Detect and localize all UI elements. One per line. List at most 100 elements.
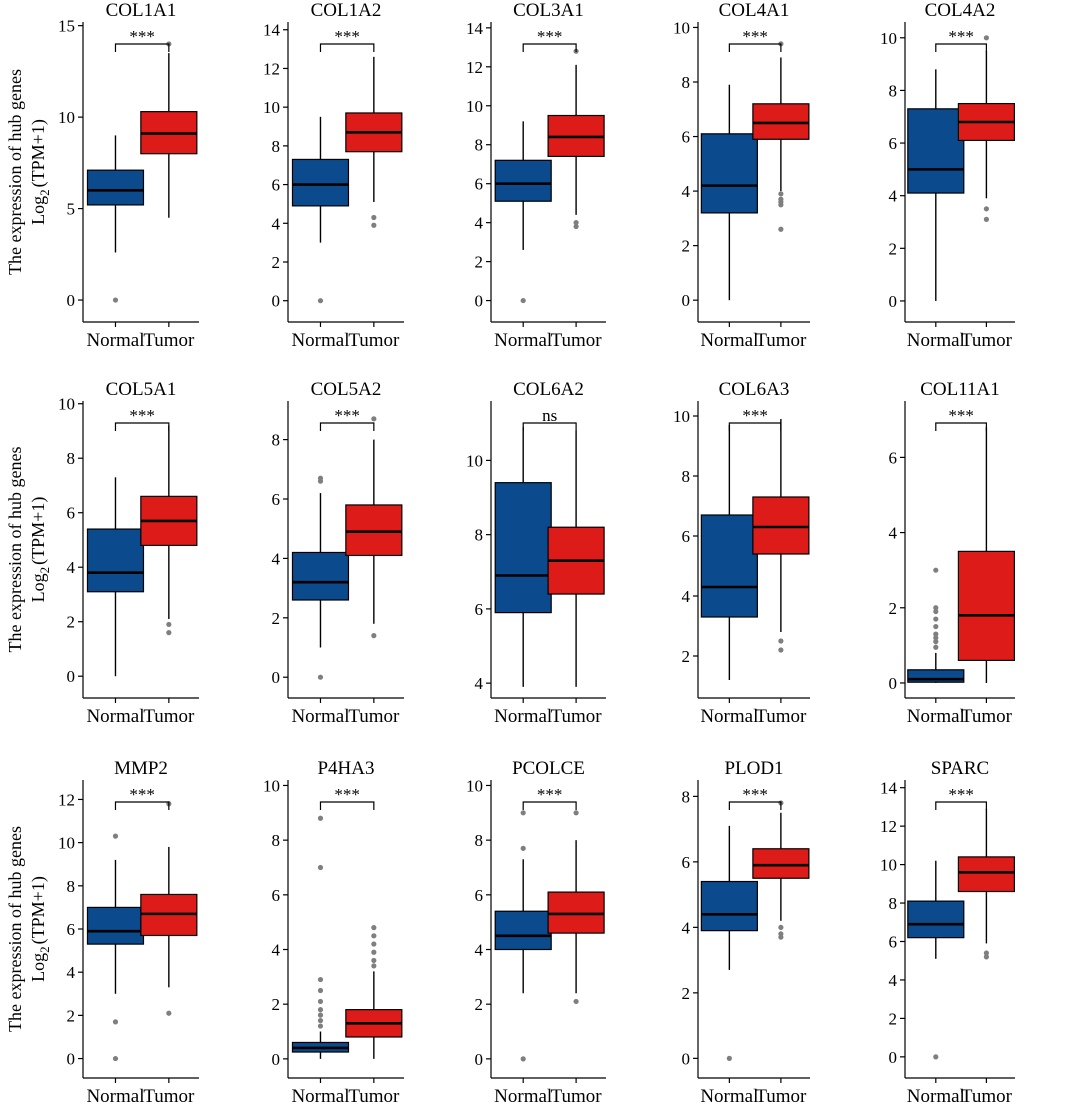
outlier-point: [371, 949, 377, 955]
x-tick-label-tumor: Tumor: [551, 706, 603, 727]
y-axis-title-log: Log: [28, 573, 48, 602]
y-tick-label: 4: [475, 214, 484, 233]
iqr-box: [752, 496, 810, 555]
y-axis-title-line2: Log2 (TPM+1): [28, 497, 52, 603]
panel-title: PCOLCE: [512, 758, 585, 779]
y-tick-label: 2: [67, 1006, 76, 1025]
y-tick-label: 10: [673, 18, 690, 37]
x-tick-label-normal: Normal: [700, 1086, 758, 1106]
outlier-point: [317, 1017, 324, 1024]
iqr-box: [752, 103, 810, 140]
x-tick-label-normal: Normal: [907, 706, 965, 727]
outlier-point: [983, 206, 990, 212]
bracket-line: [935, 43, 987, 52]
iqr-box: [907, 108, 965, 194]
y-axis-title-row-1: The expression of hub genes Log2 (TPM+1): [5, 69, 52, 275]
box-normal: [291, 815, 350, 1059]
y-tick-label: 8: [272, 137, 281, 156]
iqr-box: [957, 550, 1016, 662]
y-tick-label: 8: [272, 431, 281, 450]
outlier-point: [573, 810, 579, 816]
box-normal: [700, 425, 758, 680]
box-normal: [86, 135, 145, 303]
y-axis-title-line1: The expression of hub genes: [5, 826, 25, 1032]
y-tick-label: 2: [272, 995, 281, 1014]
x-tick-label-tumor: Tumor: [755, 330, 807, 351]
box-normal: [291, 116, 350, 304]
outlier-point: [983, 216, 990, 222]
x-tick-label-tumor: Tumor: [143, 1086, 195, 1106]
box-normal: [86, 477, 145, 677]
x-tick-label-normal: Normal: [494, 706, 552, 727]
outlier-point: [317, 298, 324, 304]
iqr-box: [345, 504, 403, 557]
y-tick-label: 6: [272, 490, 281, 509]
outlier-point: [317, 864, 324, 871]
outlier-point: [778, 226, 784, 232]
bracket-line: [319, 43, 375, 52]
significance-label: ***: [129, 785, 155, 804]
y-axis-title-log: Log: [28, 196, 48, 225]
outlier-point: [520, 1056, 526, 1062]
x-tick-label-tumor: Tumor: [961, 706, 1013, 727]
y-tick-label: 10: [880, 29, 897, 48]
y-tick-label: 4: [682, 918, 691, 937]
outlier-point: [520, 297, 526, 304]
panel-title: COL4A1: [719, 0, 790, 21]
x-tick-label-tumor: Tumor: [348, 706, 400, 727]
outlier-point: [983, 954, 990, 960]
x-tick-label-normal: Normal: [86, 330, 144, 351]
y-tick-label: 4: [682, 587, 691, 606]
box-tumor: [752, 800, 810, 940]
x-tick-label-tumor: Tumor: [755, 706, 807, 727]
x-tick-label-tumor: Tumor: [348, 1086, 400, 1106]
y-tick-label: 10: [263, 98, 280, 117]
outlier-point: [371, 633, 377, 639]
significance-label: ***: [334, 406, 360, 425]
y-tick-label: 2: [889, 599, 898, 618]
outlier-point: [371, 963, 377, 969]
outlier-point: [317, 815, 324, 821]
y-axis-title-rest: (TPM+1): [28, 876, 49, 944]
box-tumor: [547, 810, 605, 1005]
significance-label: ns: [542, 406, 557, 425]
y-tick-label: 6: [682, 128, 691, 147]
bracket-line: [114, 422, 170, 431]
y-axis-title-line2: Log2 (TPM+1): [28, 876, 52, 982]
box-normal: [291, 475, 350, 680]
y-tick-label: 12: [263, 59, 280, 78]
x-tick-label-normal: Normal: [86, 706, 144, 727]
panel-title: COL3A1: [513, 0, 584, 21]
y-axis-title-row-2: The expression of hub genes Log2 (TPM+1): [5, 447, 52, 653]
y-axis-title-base: 2: [37, 946, 52, 953]
box-normal: [494, 810, 552, 1062]
bracket-line: [522, 801, 577, 810]
iqr-box: [700, 133, 758, 214]
y-axis-title-line1: The expression of hub genes: [5, 447, 25, 653]
significance-bracket: ***: [522, 785, 577, 810]
box-normal: [86, 833, 145, 1062]
x-tick-label-normal: Normal: [700, 330, 758, 351]
y-tick-label: 2: [889, 1009, 898, 1028]
y-axis-title-base: 2: [37, 189, 52, 196]
panel-title: COL4A2: [925, 0, 996, 21]
x-tick-label-tumor: Tumor: [961, 330, 1013, 351]
significance-label: ***: [129, 406, 155, 425]
iqr-box: [494, 159, 552, 202]
y-tick-label: 4: [475, 674, 484, 693]
outlier-point: [933, 644, 939, 650]
box-tumor: [752, 419, 810, 653]
y-tick-label: 8: [682, 787, 691, 806]
box-normal: [700, 84, 758, 301]
panel-title: COL11A1: [920, 379, 1000, 400]
outlier-point: [371, 957, 377, 964]
x-tick-label-tumor: Tumor: [348, 330, 400, 351]
